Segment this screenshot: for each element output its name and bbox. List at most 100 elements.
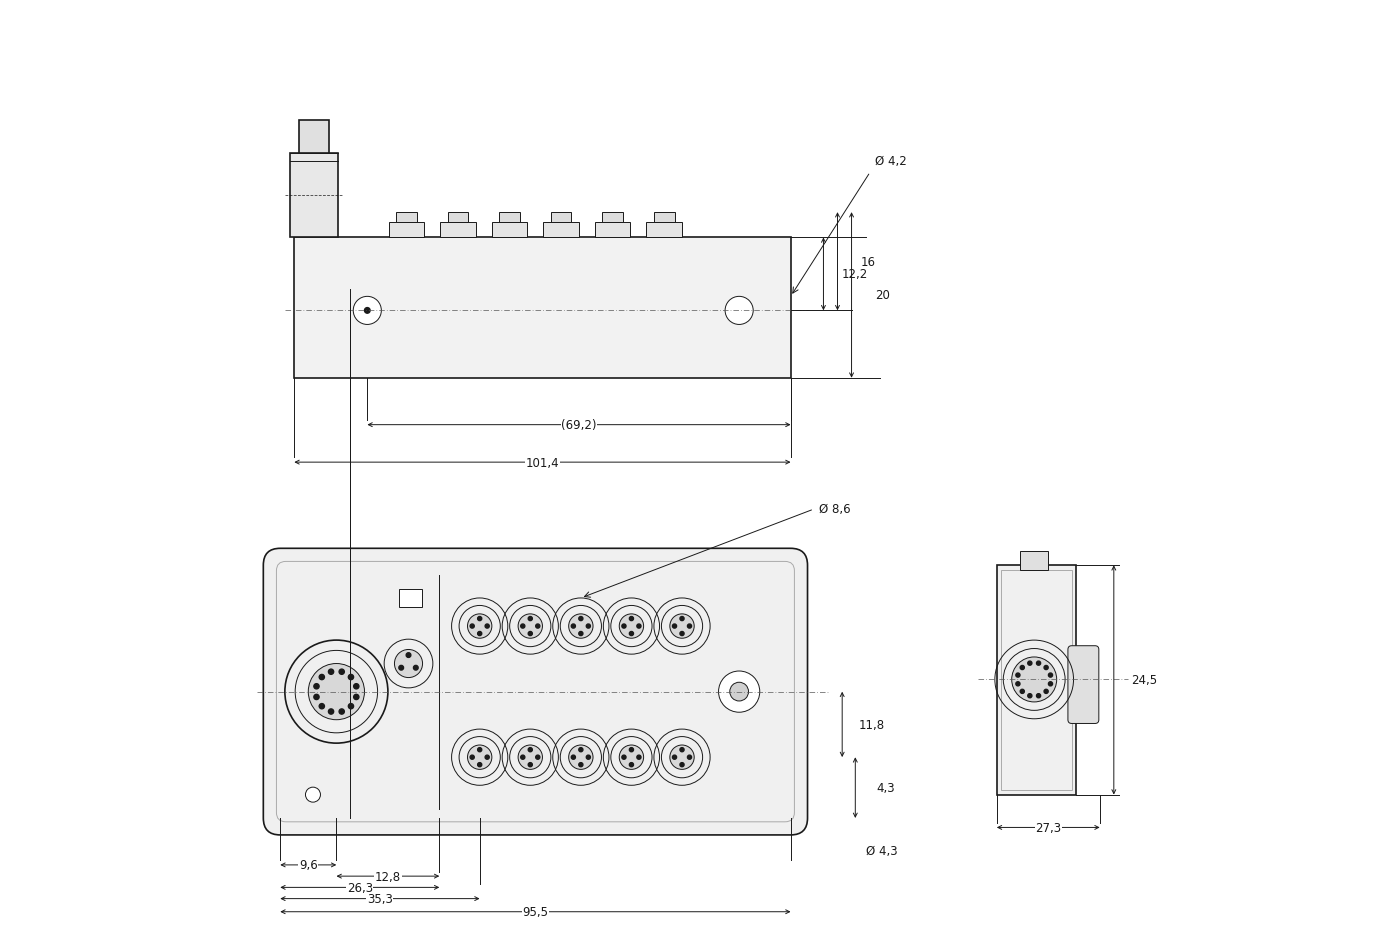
Circle shape (680, 632, 684, 636)
Circle shape (672, 624, 676, 629)
Bar (654, 212, 675, 223)
Circle shape (314, 695, 319, 700)
Circle shape (535, 755, 539, 759)
Circle shape (1027, 662, 1032, 666)
Circle shape (478, 616, 482, 621)
Circle shape (587, 755, 591, 759)
Circle shape (1012, 657, 1057, 702)
Circle shape (348, 704, 354, 709)
Text: 20: 20 (875, 289, 889, 302)
Bar (396, 212, 417, 223)
Bar (1020, 551, 1048, 570)
Circle shape (353, 297, 382, 325)
Text: 95,5: 95,5 (523, 905, 548, 919)
Circle shape (348, 675, 354, 680)
Circle shape (528, 763, 533, 767)
Circle shape (478, 748, 482, 752)
Text: 26,3: 26,3 (347, 881, 372, 894)
Circle shape (629, 616, 633, 621)
Text: 4,3: 4,3 (875, 782, 895, 794)
Circle shape (1044, 689, 1048, 694)
Circle shape (725, 297, 753, 325)
Circle shape (467, 745, 492, 769)
Circle shape (1016, 673, 1020, 678)
Text: 101,4: 101,4 (526, 456, 559, 469)
Bar (997, 565, 1076, 795)
Circle shape (1020, 666, 1025, 670)
Bar (298, 121, 329, 154)
Circle shape (687, 624, 691, 629)
FancyBboxPatch shape (263, 548, 807, 835)
Circle shape (572, 755, 576, 759)
Circle shape (406, 653, 411, 658)
Circle shape (1037, 662, 1041, 666)
Circle shape (354, 695, 358, 700)
Circle shape (1016, 682, 1020, 686)
FancyBboxPatch shape (1068, 646, 1098, 724)
Circle shape (519, 745, 542, 769)
Circle shape (329, 669, 333, 675)
Circle shape (414, 666, 418, 670)
Circle shape (485, 755, 489, 759)
Circle shape (314, 684, 319, 689)
Circle shape (687, 755, 691, 759)
Circle shape (579, 763, 583, 767)
Text: 9,6: 9,6 (298, 858, 318, 871)
Circle shape (619, 615, 644, 638)
Circle shape (629, 748, 633, 752)
Circle shape (470, 755, 474, 759)
Circle shape (680, 763, 684, 767)
Circle shape (569, 615, 592, 638)
Circle shape (528, 748, 533, 752)
Circle shape (629, 632, 633, 636)
Circle shape (637, 624, 641, 629)
Circle shape (671, 745, 694, 769)
Bar (544, 223, 579, 238)
Circle shape (528, 616, 533, 621)
Bar (499, 212, 520, 223)
Circle shape (478, 763, 482, 767)
Circle shape (519, 615, 542, 638)
Text: 11,8: 11,8 (859, 718, 885, 731)
Bar (441, 223, 475, 238)
Circle shape (587, 624, 591, 629)
Text: Ø 4,3: Ø 4,3 (866, 844, 898, 857)
Circle shape (354, 684, 358, 689)
Circle shape (680, 616, 684, 621)
Circle shape (718, 671, 760, 713)
Text: (69,2): (69,2) (562, 419, 597, 431)
Circle shape (535, 624, 539, 629)
Circle shape (329, 709, 333, 715)
Text: 24,5: 24,5 (1131, 674, 1157, 686)
Circle shape (619, 745, 644, 769)
Circle shape (478, 632, 482, 636)
Circle shape (485, 624, 489, 629)
Text: 27,3: 27,3 (1036, 821, 1061, 834)
Text: Ø 8,6: Ø 8,6 (818, 503, 850, 516)
Bar (602, 212, 623, 223)
Circle shape (470, 624, 474, 629)
Bar (399, 589, 421, 608)
Circle shape (579, 616, 583, 621)
Bar (294, 238, 790, 379)
Circle shape (1048, 673, 1052, 678)
Bar (447, 212, 468, 223)
Circle shape (629, 763, 633, 767)
Circle shape (622, 624, 626, 629)
Circle shape (671, 615, 694, 638)
Circle shape (1027, 694, 1032, 698)
Circle shape (364, 309, 369, 313)
Text: 16: 16 (861, 256, 875, 268)
Text: 12,8: 12,8 (375, 869, 401, 883)
Bar (492, 223, 527, 238)
Text: 35,3: 35,3 (367, 892, 393, 905)
Bar (647, 223, 682, 238)
Circle shape (319, 704, 325, 709)
Circle shape (319, 675, 325, 680)
Circle shape (680, 748, 684, 752)
Circle shape (1037, 694, 1041, 698)
Circle shape (579, 748, 583, 752)
Circle shape (672, 755, 676, 759)
Circle shape (521, 755, 524, 759)
Circle shape (622, 755, 626, 759)
